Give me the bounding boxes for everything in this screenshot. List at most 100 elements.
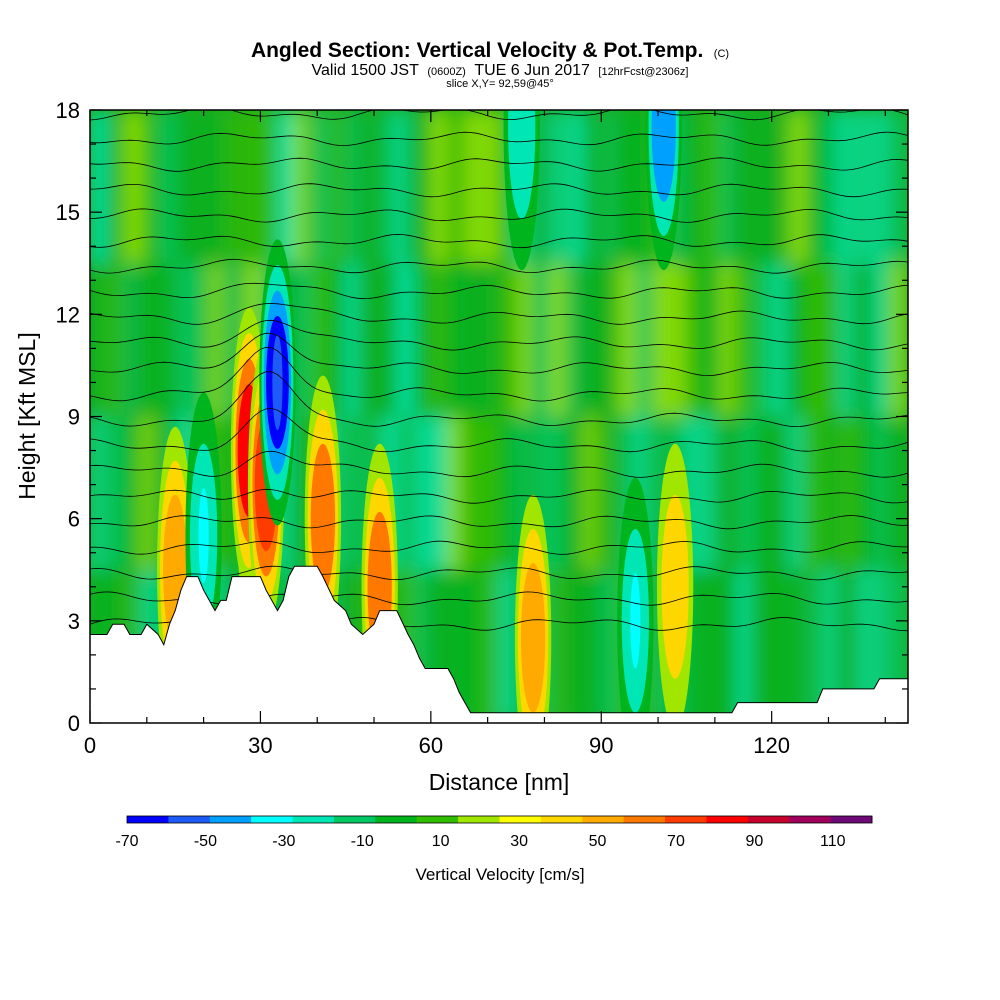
field-streak <box>788 263 805 417</box>
field-streak <box>396 110 408 264</box>
field-streak <box>430 263 446 417</box>
field-streak <box>635 263 652 417</box>
field-streak <box>158 263 172 417</box>
field-streak <box>839 110 853 264</box>
field-streak <box>260 110 277 264</box>
field-streak <box>822 110 842 264</box>
field-streak <box>618 263 637 417</box>
field-streak <box>703 416 715 570</box>
field-streak <box>141 263 157 417</box>
field-streak <box>328 110 341 264</box>
field-streak <box>737 263 754 417</box>
field-streak <box>873 569 886 723</box>
theta-contour <box>90 346 908 402</box>
colorbar-tick-label: -50 <box>194 833 217 850</box>
field-streak <box>618 110 637 264</box>
field-streak <box>805 263 823 417</box>
field-streak <box>703 263 722 417</box>
field-streak <box>175 110 188 264</box>
field-streak <box>447 110 466 264</box>
field-streak <box>890 263 907 417</box>
colorbar-tick-label: 10 <box>432 833 450 850</box>
field-streak <box>601 110 614 264</box>
field-streak <box>209 110 224 264</box>
theta-contour <box>90 540 908 555</box>
updraft-cell-core <box>669 539 681 635</box>
colorbar-swatch <box>333 816 376 823</box>
field-streak <box>379 263 397 417</box>
colorbar-swatch <box>623 816 666 823</box>
theta-contour <box>90 183 908 198</box>
colorbar-tick-label: -30 <box>272 833 295 850</box>
theta-contour <box>90 282 908 300</box>
colorbar-frame <box>126 815 873 824</box>
field-streak <box>447 263 465 417</box>
field-streak <box>771 110 782 264</box>
field-streak <box>856 263 876 417</box>
field-streak <box>175 263 193 417</box>
field-streak <box>413 416 430 570</box>
field-streak <box>124 263 135 417</box>
x-tick-label: 60 <box>419 733 443 758</box>
theta-contour <box>90 565 908 581</box>
field-streak <box>481 416 499 570</box>
field-streak <box>822 263 837 417</box>
colorbar-swatch <box>747 816 790 823</box>
y-axis-label: Height [Kft MSL] <box>14 332 40 499</box>
colorbar-swatch <box>540 816 583 823</box>
theta-contour <box>90 303 908 325</box>
field-streak <box>584 416 596 570</box>
theta-contour <box>90 488 908 504</box>
downdraft-cell-core <box>516 110 527 175</box>
field-streak <box>703 569 717 723</box>
colorbar-swatch <box>375 816 418 823</box>
colorbar-swatch <box>416 816 459 823</box>
field-streak <box>601 569 618 723</box>
field-streak <box>856 416 872 570</box>
x-axis: 0 30 60 90 120 <box>84 110 886 758</box>
field-streak <box>601 263 614 417</box>
field-streak <box>771 569 788 723</box>
field-streak <box>822 416 834 570</box>
colorbar-ticks: -70 -50 -30 -10 10 30 50 70 90 110 <box>115 833 845 850</box>
field-streak <box>584 569 600 723</box>
colorbar-swatch <box>209 816 252 823</box>
field-streak <box>873 263 887 417</box>
field-streak <box>499 110 511 264</box>
field-streak <box>567 569 580 723</box>
field-streak <box>226 110 238 264</box>
theta-contour <box>90 258 908 274</box>
colorbar-swatch <box>499 816 542 823</box>
field-streak <box>345 110 359 264</box>
field-streak <box>499 569 513 723</box>
field-streak <box>311 110 329 264</box>
field-streak <box>805 416 825 570</box>
colorbar-swatch <box>665 816 707 823</box>
field-streak <box>737 110 749 264</box>
field-streak <box>413 110 432 264</box>
field-streak <box>464 416 483 570</box>
y-tick-label: 9 <box>68 405 80 430</box>
colorbar-label: Vertical Velocity [cm/s] <box>415 865 584 884</box>
field-streak <box>839 569 852 723</box>
field-streak <box>839 263 853 417</box>
field-streak <box>447 416 462 570</box>
colorbar-swatch <box>127 816 169 823</box>
field-streak <box>516 263 531 417</box>
colorbar-tick-label: 70 <box>667 833 685 850</box>
colorbar-tick-label: 50 <box>589 833 607 850</box>
field-streak <box>788 110 807 264</box>
field-streak <box>550 263 566 417</box>
field-streak <box>567 110 584 264</box>
terrain <box>90 565 908 723</box>
colorbar-tick-label: -10 <box>351 833 374 850</box>
field-streak <box>856 569 870 723</box>
field-streak <box>771 416 783 570</box>
field-streak <box>362 110 374 264</box>
field-streak <box>499 263 511 417</box>
chart-subtitle: Valid 1500 JST (0600Z) TUE 6 Jun 2017 [1… <box>312 62 689 79</box>
field-streak <box>499 416 518 570</box>
colorbar-swatch <box>582 816 625 823</box>
colorbar-swatch <box>251 816 294 823</box>
y-tick-label: 18 <box>56 98 80 123</box>
